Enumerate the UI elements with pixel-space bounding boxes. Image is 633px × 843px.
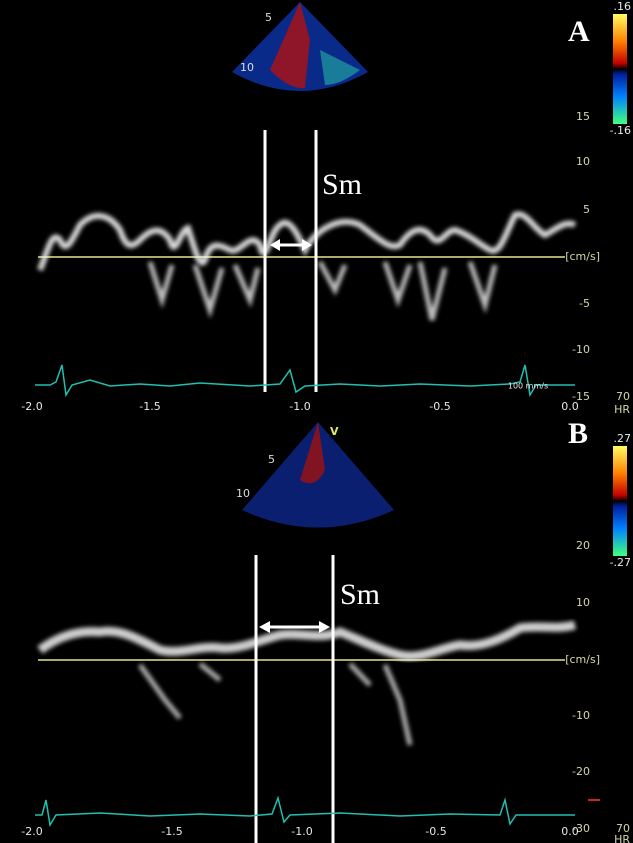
color-bar [613,446,627,556]
annotation: Sm [322,168,362,201]
velocity-tick: -10 [572,343,590,356]
sector-depth: 5 [268,453,275,466]
velocity-tick: 10 [576,596,590,609]
color-bar-min: -.16 [610,124,631,137]
panel-a: 5 10 A .16 -.16 Sm 15 10 5 [cm/s] -5 -10… [21,0,631,416]
time-tick: -2.0 [21,400,42,413]
sector-depth: 10 [240,61,254,74]
sector-depth: 5 [265,11,272,24]
time-tick: -0.5 [429,400,450,413]
arrow-heads [270,239,312,251]
ecg-trace [35,795,575,828]
sector-color [300,422,325,484]
heart-rate-label: HR [614,403,630,416]
velocity-tick: 10 [576,155,590,168]
doppler-trace [37,211,577,272]
unit: [cm/s] [565,250,600,263]
velocity-tick: -10 [572,709,590,722]
color-bar [613,14,627,124]
sector-color [320,50,360,85]
velocity-tick: -5 [579,297,590,310]
time-tick: -0.5 [425,825,446,838]
time-tick: -1.0 [291,825,312,838]
time-tick: -1.0 [289,400,310,413]
heart-rate-label: HR [614,833,630,843]
velocity-tick: -15 [572,390,590,403]
panel-label: B [568,417,588,450]
velocity-tick: -30 [572,822,590,835]
velocity-tick: 5 [583,203,590,216]
time-tick: -1.5 [139,400,160,413]
heart-rate: 70 [616,822,630,835]
velocity-tick: 15 [576,110,590,123]
doppler-trace [147,260,498,321]
doppler-trace [137,662,413,746]
sector-color [270,2,310,89]
velocity-tick: 20 [576,539,590,552]
ecg-trace [35,364,575,398]
time-tick: 0.0 [561,825,579,838]
color-bar-max: .27 [614,432,632,445]
annotation: Sm [340,578,380,611]
time-tick: 0.0 [561,400,579,413]
velocity-tick: -20 [572,765,590,778]
color-bar-min: -.27 [610,556,631,569]
color-bar-max: .16 [614,0,632,13]
heart-rate: 70 [616,390,630,403]
unit: [cm/s] [565,653,600,666]
time-tick: -1.5 [161,825,182,838]
sector-depth: 10 [236,487,250,500]
time-tick: -2.0 [21,825,42,838]
panel-b: V 5 10 B .27 -.27 Sm 20 10 [cm/s] -10 -2… [21,417,631,843]
sweep-speed: 100 mm/s [508,382,548,391]
doppler-trace [37,620,577,661]
sector-marker: V [330,425,339,438]
panel-label: A [568,15,590,48]
